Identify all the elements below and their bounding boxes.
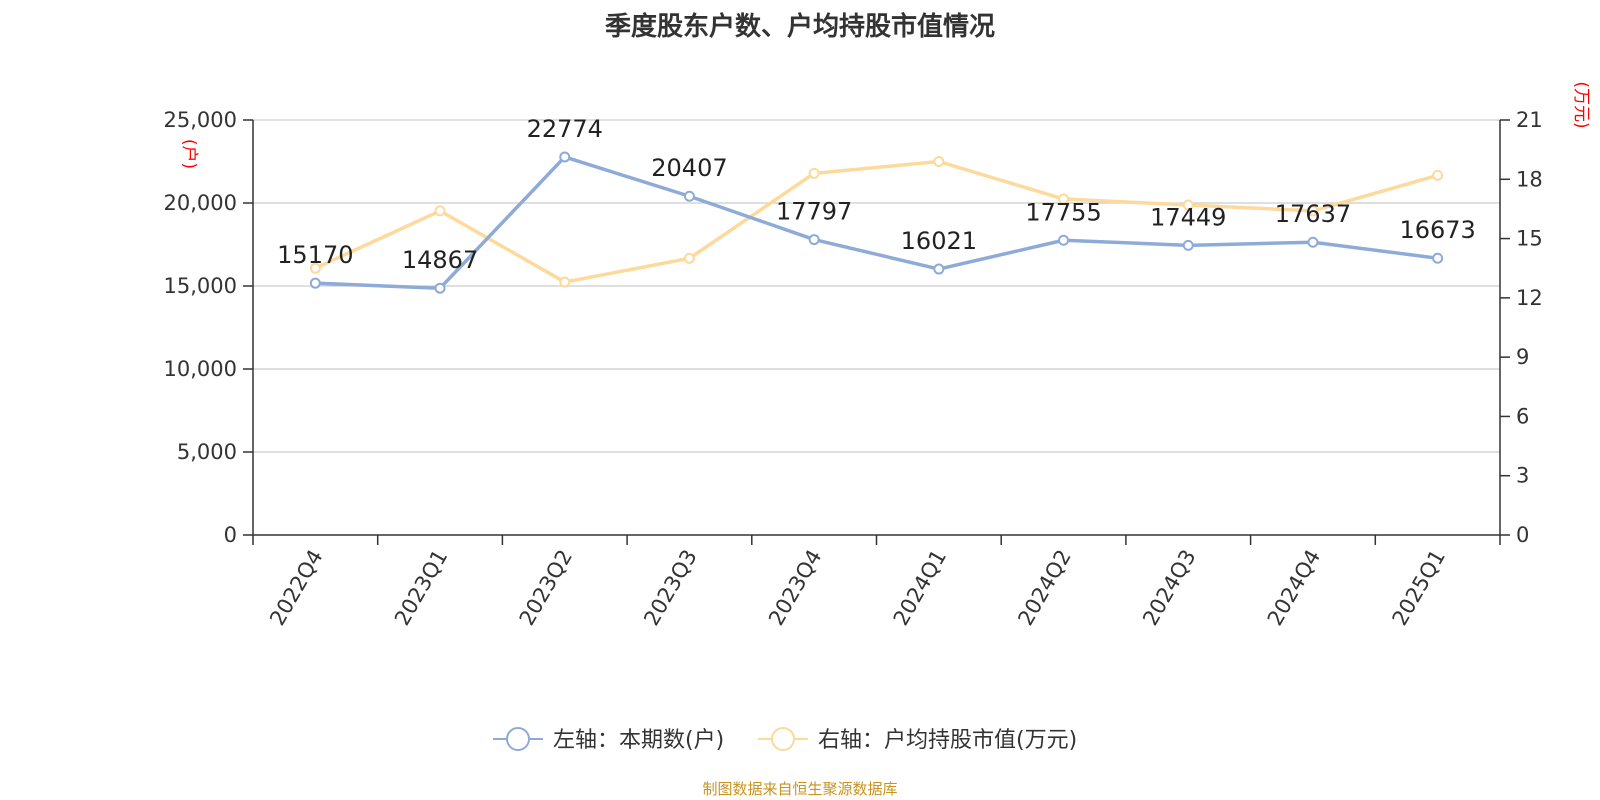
legend: 左轴：本期数(户) 右轴：户均持股市值(万元) (493, 727, 1077, 753)
source-note: 制图数据来自恒生聚源数据库 (702, 780, 898, 798)
left-tick-label: 5,000 (177, 440, 237, 464)
left-axis-ticks: 0 5,000 10,000 15,000 20,000 25,000 (164, 108, 253, 547)
left-series-point (1058, 234, 1070, 246)
right-series-point (309, 262, 321, 274)
right-series-point (1058, 193, 1070, 205)
left-series-line (315, 155, 1438, 290)
right-tick-label: 0 (1516, 523, 1529, 547)
left-series-point (933, 263, 945, 275)
right-series-point (559, 276, 571, 288)
left-tick-label: 0 (224, 523, 237, 547)
left-tick-label: 10,000 (164, 357, 237, 381)
data-label: 20407 (651, 154, 727, 182)
series-left (309, 151, 1444, 294)
x-tick-label: 2023Q1 (390, 546, 452, 630)
right-tick-label: 18 (1516, 167, 1543, 191)
x-tick-label: 2023Q4 (764, 546, 826, 630)
data-label: 17755 (1025, 198, 1101, 226)
left-tick-label: 15,000 (164, 274, 237, 298)
x-tick-label: 2023Q3 (639, 546, 701, 630)
data-label: 22774 (527, 115, 603, 143)
legend-swatch-marker (771, 727, 795, 751)
right-axis-ticks: 0 3 6 9 12 15 18 21 (1500, 108, 1543, 547)
left-series-point (1307, 236, 1319, 248)
right-tick-label: 15 (1516, 227, 1543, 251)
data-label: 16673 (1399, 216, 1475, 244)
right-series-point (683, 252, 695, 264)
data-labels: 15170 14867 22774 20407 17797 16021 17755 17449… (277, 115, 1476, 274)
chart-title: 季度股东户数、户均持股市值情况 (604, 12, 995, 42)
data-label: 16021 (901, 227, 977, 255)
right-tick-label: 9 (1516, 345, 1529, 369)
data-label: 17797 (776, 198, 852, 226)
right-series-point (1432, 169, 1444, 181)
left-series-point (559, 151, 571, 163)
legend-label: 右轴：户均持股市值(万元) (818, 728, 1077, 753)
left-series-point (434, 282, 446, 294)
legend-swatch-marker (506, 727, 530, 751)
left-series-point (1432, 252, 1444, 264)
left-axis-unit: (户) (179, 139, 199, 169)
right-tick-label: 21 (1516, 108, 1543, 132)
x-tick-label: 2025Q1 (1388, 546, 1450, 630)
left-series-point (808, 234, 820, 246)
right-series-point (933, 156, 945, 167)
x-tick-label: 2022Q4 (265, 546, 327, 630)
left-series-point (683, 190, 695, 202)
left-series-point (1182, 239, 1194, 251)
axes (252, 120, 1501, 536)
left-series-point (309, 277, 321, 289)
right-axis-unit: (万元) (1571, 81, 1591, 128)
series-right (309, 156, 1444, 288)
x-tick-label: 2024Q4 (1263, 546, 1325, 630)
right-series-point (1307, 205, 1319, 217)
right-series-line (314, 159, 1439, 284)
data-label: 15170 (277, 241, 353, 269)
x-tick-label: 2024Q1 (889, 546, 951, 630)
x-tick-label: 2024Q3 (1138, 546, 1200, 630)
grid-lines (253, 119, 1500, 453)
right-tick-label: 6 (1516, 404, 1529, 428)
right-series-point (808, 167, 820, 179)
data-label: 17449 (1150, 203, 1226, 231)
legend-label: 左轴：本期数(户) (553, 728, 724, 753)
left-tick-label: 25,000 (164, 108, 237, 132)
left-tick-label: 20,000 (164, 191, 237, 215)
x-axis-ticks: 2022Q4 2023Q1 2023Q2 2023Q3 2023Q4 2024Q1 2024… (252, 535, 1501, 630)
right-tick-label: 12 (1516, 286, 1543, 310)
x-tick-label: 2024Q2 (1013, 546, 1075, 630)
data-label: 14867 (402, 246, 478, 274)
data-label: 17637 (1275, 200, 1351, 228)
right-series-point (1182, 199, 1194, 211)
right-tick-label: 3 (1516, 464, 1529, 488)
x-tick-label: 2023Q2 (515, 546, 577, 630)
right-series-point (434, 205, 446, 217)
